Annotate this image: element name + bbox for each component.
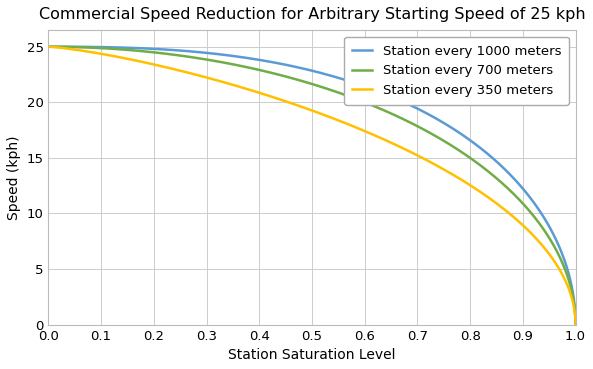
Station every 350 meters [287,101,294,105]
Station every 700 meters [572,323,579,327]
Station every 700 meters [301,80,308,84]
Y-axis label: Speed (kph): Speed (kph) [7,135,21,220]
Station every 350 meters [460,179,467,183]
Station every 700 meters [72,45,79,49]
X-axis label: Station Saturation Level: Station Saturation Level [228,348,396,362]
Station every 350 meters [557,269,564,273]
Station every 1000 meters [287,63,294,68]
Station every 1000 meters [556,246,563,251]
Station every 350 meters [45,45,52,49]
Station every 1000 meters [45,45,52,49]
Station every 700 meters [45,45,52,49]
Legend: Station every 1000 meters, Station every 700 meters, Station every 350 meters: Station every 1000 meters, Station every… [345,37,569,105]
Title: Commercial Speed Reduction for Arbitrary Starting Speed of 25 kph: Commercial Speed Reduction for Arbitrary… [39,7,585,22]
Station every 700 meters [460,151,467,156]
Station every 350 meters [556,268,563,273]
Station every 350 meters [572,323,579,327]
Station every 700 meters [287,76,294,80]
Station every 1000 meters [460,133,467,138]
Station every 1000 meters [557,247,564,251]
Line: Station every 1000 meters: Station every 1000 meters [49,47,576,325]
Line: Station every 350 meters: Station every 350 meters [49,47,576,325]
Station every 1000 meters [301,67,308,71]
Station every 350 meters [301,106,308,110]
Station every 700 meters [557,256,564,261]
Station every 1000 meters [572,323,579,327]
Station every 1000 meters [72,45,79,49]
Station every 350 meters [72,48,79,52]
Line: Station every 700 meters: Station every 700 meters [49,47,576,325]
Station every 700 meters [556,255,563,260]
